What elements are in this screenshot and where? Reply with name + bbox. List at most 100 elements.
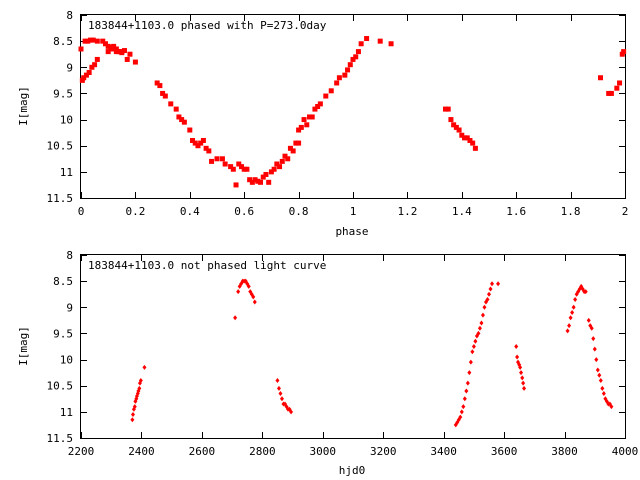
phased-data-point [350,56,356,62]
phased-plot-frame [80,14,626,199]
raw-data-point [573,296,578,302]
raw-x-tick-label: 2200 [68,445,95,458]
raw-x-tick-label: 3000 [310,445,337,458]
phased-chart-title: 183844+1103.0 phased with P=273.0day [88,19,327,32]
phased-data-point [464,135,470,141]
phased-y-tick-label: 9.5 [53,87,73,100]
phased-data-point [132,59,138,65]
raw-data-point [468,359,473,365]
phased-data-point [317,101,323,107]
raw-chart: 8 8.5 9 9.5 10 10.5 11 11.5 2200 2400 2600 2800 300… [17,249,638,477]
phased-data-point [271,166,277,172]
phased-data-point [203,145,209,151]
raw-data-point [586,317,591,323]
phased-data-point [312,106,318,112]
raw-data-point [130,417,135,423]
raw-data-point [601,391,606,397]
phased-data-point [116,49,122,55]
raw-data-point [600,385,605,391]
phased-data-point [258,179,264,185]
phased-data-point [467,137,473,143]
raw-data-point [591,336,596,342]
raw-x-tick-label: 2600 [189,445,216,458]
phased-data-point [287,145,293,151]
phased-data-point [111,43,117,49]
phased-data-point [86,70,92,76]
raw-data-point [519,370,524,376]
raw-data-point [571,304,576,310]
raw-data-point [459,409,464,415]
phased-data-point [377,38,383,44]
phased-data-point [113,46,119,52]
raw-data-point [496,281,501,287]
raw-y-tick-label: 11 [60,406,73,419]
phased-data-point [82,38,88,44]
raw-y-tick-label: 11.5 [47,432,74,445]
phased-x-axis: 0 0.2 0.4 0.6 0.8 1 1.2 1.4 1.6 1.8 2 [78,15,628,218]
raw-data-point [490,281,495,287]
raw-data-point [514,344,519,349]
phased-x-tick-label: 1.8 [561,205,581,218]
phased-data-point [345,67,351,73]
phased-data-point [336,75,342,81]
phased-data-point [451,122,457,128]
raw-data-point [275,377,280,383]
phased-data-point [100,38,106,44]
phased-x-tick-label: 1.4 [452,205,472,218]
raw-data-point [488,286,493,292]
phased-data-point [285,156,291,162]
phased-data-point [168,101,174,107]
phased-data-point [260,174,266,180]
phased-data-point [244,166,250,172]
phased-data-point [160,90,166,96]
raw-data-point [132,404,137,410]
raw-y-tick-label: 8 [66,249,73,262]
phased-data-point [228,164,234,170]
phased-data-point [266,179,272,185]
phased-data-point [122,48,128,54]
raw-plot-frame [80,254,626,439]
phased-data-point [79,77,85,83]
phased-data-point [304,122,310,128]
phased-data-point [296,127,302,133]
phased-data-point [89,64,95,70]
raw-data-point [278,391,283,397]
phased-data-point [621,49,627,55]
raw-data-point [289,409,294,415]
raw-data-point [609,404,614,410]
phased-data-point [442,106,448,112]
phased-data-point [81,75,87,81]
raw-data-point [279,396,284,402]
raw-data-points [130,278,614,428]
raw-y-axis-label: I[mag] [17,326,30,366]
phased-x-tick-label: 1.2 [397,205,417,218]
phased-data-point [347,62,353,68]
phased-data-point [236,161,242,167]
phased-data-point [230,166,236,172]
phased-data-point [247,177,253,183]
phased-data-point [249,179,255,185]
phased-data-point [176,114,182,120]
raw-y-tick-label: 10.5 [47,380,74,393]
phased-data-point [448,117,454,123]
phased-data-point [606,90,612,96]
raw-data-point [520,375,525,381]
raw-x-tick-label: 3600 [491,445,518,458]
raw-data-point [477,325,482,331]
phased-data-point [92,62,98,68]
phased-data-point [90,37,96,43]
phased-data-point [334,80,340,86]
phased-y-tick-label: 8 [66,9,73,22]
raw-data-point [476,330,481,336]
phased-data-point [113,49,119,55]
raw-data-point [568,315,573,321]
raw-data-point [461,404,466,410]
phased-y-tick-label: 8.5 [53,35,73,48]
raw-data-point [597,372,602,378]
phased-y-tick-label: 11.5 [47,192,74,205]
phased-data-point [282,153,288,159]
phased-x-tick-label: 1 [350,205,357,218]
phased-chart: 8 8.5 9 9.5 10 10.5 11 11.5 0 0.2 0.4 0.6 0.8 1 1.2 1.… [17,9,628,238]
raw-data-point [142,364,147,370]
phased-data-point [298,124,304,130]
